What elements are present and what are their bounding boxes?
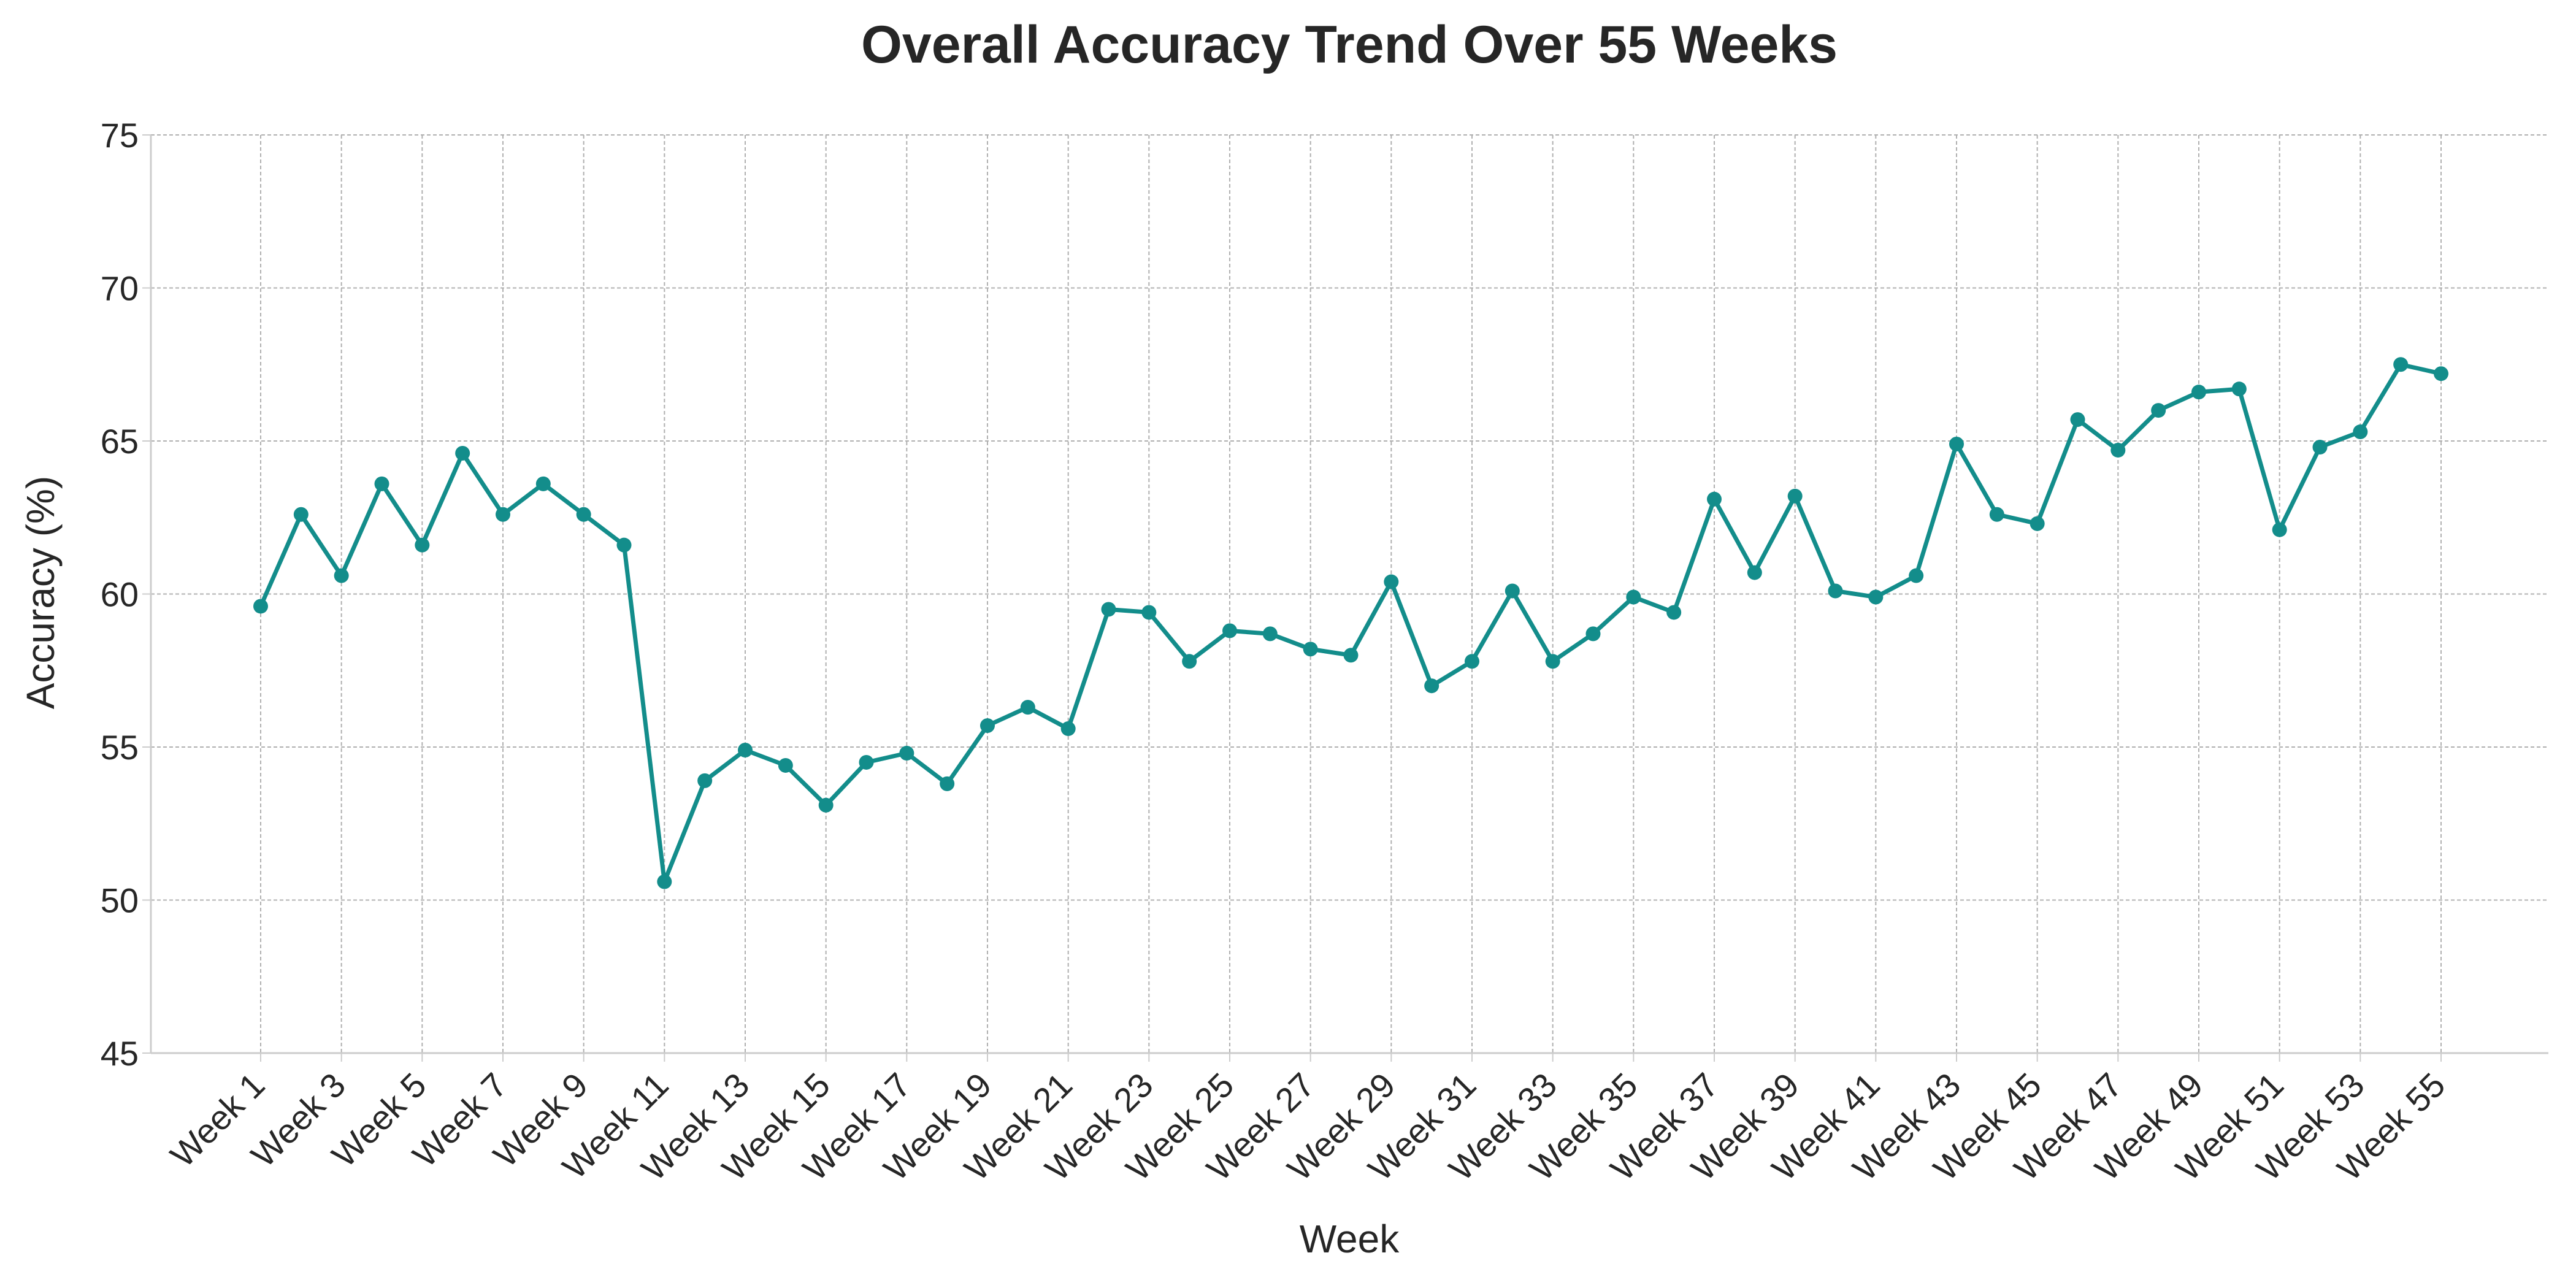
data-point xyxy=(1222,623,1237,638)
data-point xyxy=(2393,357,2409,372)
y-tick-label: 55 xyxy=(101,728,139,767)
data-point xyxy=(2070,412,2085,427)
data-point xyxy=(778,757,793,773)
data-point xyxy=(535,476,551,491)
data-point xyxy=(1666,605,1682,620)
data-point xyxy=(374,476,389,491)
data-point xyxy=(2434,366,2448,381)
data-point xyxy=(1787,488,1803,504)
y-tick-label: 60 xyxy=(101,575,139,614)
data-point xyxy=(1989,507,2004,522)
data-point xyxy=(1545,654,1560,669)
y-tick-label: 70 xyxy=(101,269,139,308)
y-axis-ticks: 45 50 55 60 65 70 75 xyxy=(101,116,151,1073)
data-point xyxy=(1828,583,1843,599)
data-point xyxy=(616,537,632,553)
data-point xyxy=(899,745,914,761)
data-point xyxy=(2312,439,2328,454)
data-point xyxy=(455,445,470,461)
data-point xyxy=(980,718,995,734)
data-point xyxy=(2353,424,2368,440)
data-point xyxy=(818,797,834,813)
data-point xyxy=(2231,381,2247,397)
data-point xyxy=(496,507,510,522)
data-point xyxy=(253,599,268,614)
data-point xyxy=(1384,574,1399,589)
series-accuracy xyxy=(253,357,2448,889)
data-point xyxy=(1182,654,1197,669)
series-line xyxy=(258,362,2444,884)
x-axis-label: Week xyxy=(1300,1217,1400,1261)
data-point xyxy=(1303,642,1318,657)
data-point xyxy=(1909,568,1924,583)
data-point xyxy=(1101,602,1116,617)
data-point xyxy=(1747,565,1762,580)
grid-lines xyxy=(151,134,2548,1054)
data-point xyxy=(859,754,874,770)
data-point xyxy=(1626,589,1641,605)
data-point xyxy=(334,568,349,583)
data-point xyxy=(293,507,309,522)
data-point xyxy=(697,773,713,788)
data-point xyxy=(1424,678,1439,694)
data-point xyxy=(940,776,955,791)
y-tick-label: 50 xyxy=(101,881,139,920)
data-point xyxy=(2151,403,2166,418)
data-point xyxy=(1949,436,1964,451)
data-point xyxy=(415,537,430,553)
y-tick-label: 75 xyxy=(101,116,139,155)
data-point xyxy=(1141,605,1157,620)
data-point xyxy=(576,507,591,522)
data-point xyxy=(657,874,672,889)
data-point xyxy=(2030,516,2045,531)
data-point xyxy=(738,742,753,757)
data-point xyxy=(2272,522,2287,537)
y-tick-label: 45 xyxy=(101,1034,139,1073)
data-point xyxy=(1060,721,1076,737)
data-point xyxy=(1465,654,1479,669)
data-point xyxy=(1585,626,1601,642)
data-point xyxy=(1343,648,1359,663)
data-point xyxy=(1262,626,1278,642)
data-point xyxy=(1707,491,1722,507)
data-point xyxy=(1020,700,1035,715)
y-axis-label: Accuracy (%) xyxy=(18,476,63,710)
data-point xyxy=(2191,385,2206,400)
chart-title: Overall Accuracy Trend Over 55 Weeks xyxy=(861,15,1838,74)
data-point xyxy=(1868,589,1884,605)
y-tick-label: 65 xyxy=(101,422,139,461)
data-point xyxy=(2110,442,2126,458)
data-point xyxy=(1505,583,1520,599)
